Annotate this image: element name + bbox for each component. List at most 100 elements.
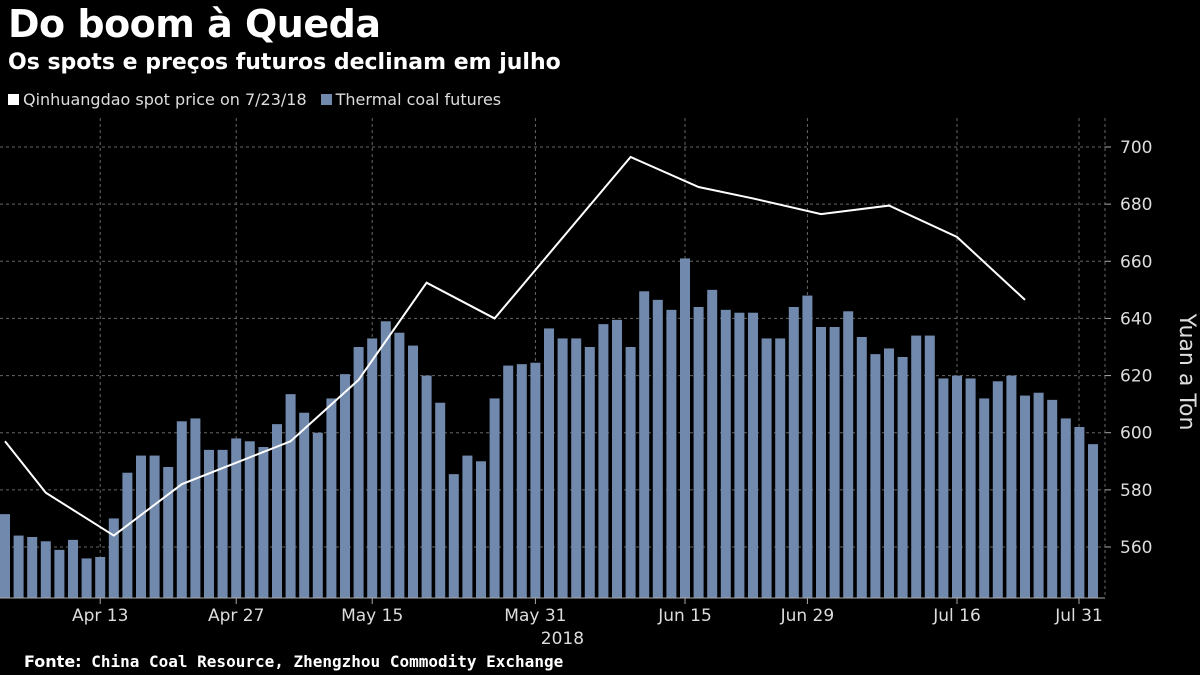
- bar-futures: [149, 455, 160, 599]
- legend-item-futures: Thermal coal futures: [320, 90, 502, 109]
- bar-futures: [557, 338, 568, 599]
- bar-futures: [1088, 444, 1098, 599]
- legend-swatch-futures: [320, 94, 332, 105]
- bar-futures: [707, 289, 718, 599]
- bar-futures: [693, 307, 704, 599]
- bar-futures: [299, 412, 310, 599]
- x-tick-label: Apr 13: [72, 606, 128, 626]
- legend: Qinhuangdao spot price on 7/23/18 Therma…: [8, 90, 501, 109]
- y-tick-label: 580: [1120, 481, 1152, 501]
- bar-futures: [720, 309, 731, 599]
- bar-futures: [136, 455, 146, 599]
- bar-futures: [816, 327, 826, 599]
- x-tick-label: May 31: [504, 606, 566, 626]
- bar-futures: [788, 307, 799, 599]
- bar-futures: [843, 311, 854, 599]
- bar-futures: [748, 312, 758, 599]
- legend-label-futures: Thermal coal futures: [335, 90, 502, 109]
- bar-futures: [829, 327, 840, 599]
- legend-item-spot: Qinhuangdao spot price on 7/23/18: [8, 90, 307, 109]
- bar-futures: [1033, 392, 1044, 599]
- chart-title: Do boom à Queda: [8, 2, 381, 46]
- source-note: Fonte: China Coal Resource, Zhengzhou Co…: [24, 652, 563, 671]
- bar-futures: [380, 321, 391, 599]
- bar-futures: [244, 441, 255, 599]
- x-tick-label: Jun 15: [657, 606, 712, 626]
- bar-futures: [408, 345, 418, 599]
- bar-futures: [530, 362, 541, 599]
- bar-futures: [965, 378, 976, 599]
- bar-futures: [992, 381, 1003, 599]
- bar-futures: [326, 398, 337, 599]
- bar-futures: [979, 398, 990, 599]
- bar-futures: [639, 291, 650, 599]
- bar-futures: [122, 472, 133, 599]
- chart-subtitle: Os spots e preços futuros declinam em ju…: [8, 50, 561, 75]
- bar-futures: [775, 338, 786, 599]
- bar-futures: [435, 402, 446, 599]
- bar-futures: [95, 557, 106, 599]
- legend-swatch-spot: [8, 94, 19, 105]
- bar-futures: [258, 447, 269, 599]
- bar-futures: [204, 449, 214, 599]
- x-tick-label: Jul 31: [1054, 606, 1103, 626]
- bar-futures: [516, 364, 527, 599]
- bar-futures: [1020, 395, 1030, 599]
- bar-futures: [952, 375, 962, 599]
- bar-futures: [190, 418, 201, 599]
- bar-futures: [598, 324, 609, 599]
- bar-futures: [584, 347, 595, 599]
- bar-futures: [924, 335, 935, 599]
- bar-futures: [1060, 418, 1071, 599]
- y-tick-label: 640: [1120, 309, 1152, 329]
- bar-futures: [13, 535, 24, 599]
- bar-futures: [462, 455, 473, 599]
- bar-futures: [367, 338, 378, 599]
- legend-label-spot: Qinhuangdao spot price on 7/23/18: [23, 90, 307, 109]
- bar-futures: [884, 348, 894, 599]
- source-label: Fonte:: [24, 652, 82, 671]
- bar-futures: [285, 394, 296, 599]
- bar-futures: [870, 354, 881, 599]
- bar-futures: [1074, 427, 1085, 599]
- bar-futures: [897, 357, 908, 599]
- bar-futures: [503, 365, 514, 599]
- bar-futures: [0, 514, 10, 599]
- x-tick-label: Apr 27: [208, 606, 264, 626]
- bar-futures: [40, 541, 51, 599]
- bar-futures: [108, 518, 119, 599]
- y-tick-label: 660: [1120, 252, 1152, 272]
- y-axis-label: Yuan a Ton: [1174, 313, 1199, 431]
- source-text: China Coal Resource, Zhengzhou Commodity…: [91, 652, 564, 671]
- bar-futures: [625, 347, 636, 599]
- bar-futures: [476, 461, 486, 599]
- bar-futures: [353, 347, 364, 599]
- bar-futures: [680, 258, 690, 599]
- x-tick-label: Jun 29: [780, 606, 835, 626]
- bar-futures: [163, 467, 174, 599]
- bar-futures: [489, 398, 500, 599]
- bar-futures: [81, 558, 92, 599]
- bar-futures: [421, 375, 432, 599]
- bar-futures: [27, 537, 38, 599]
- bar-futures: [272, 424, 282, 599]
- bar-futures: [231, 438, 242, 599]
- x-tick-label: Jul 16: [932, 606, 981, 626]
- y-tick-label: 620: [1120, 367, 1152, 387]
- bar-futures: [1047, 399, 1058, 599]
- y-tick-label: 680: [1120, 195, 1152, 215]
- bar-futures: [54, 549, 65, 599]
- bar-futures: [652, 299, 663, 599]
- x-year-label: 2018: [541, 629, 584, 649]
- y-tick-label: 700: [1120, 138, 1152, 158]
- bar-futures: [394, 332, 405, 599]
- bar-futures: [68, 539, 78, 599]
- bar-futures: [312, 432, 323, 599]
- bar-futures: [666, 309, 677, 599]
- bar-futures: [734, 312, 745, 599]
- bar-futures: [217, 449, 228, 599]
- bar-futures: [571, 338, 582, 599]
- bar-futures: [802, 295, 813, 599]
- x-tick-label: May 15: [341, 606, 403, 626]
